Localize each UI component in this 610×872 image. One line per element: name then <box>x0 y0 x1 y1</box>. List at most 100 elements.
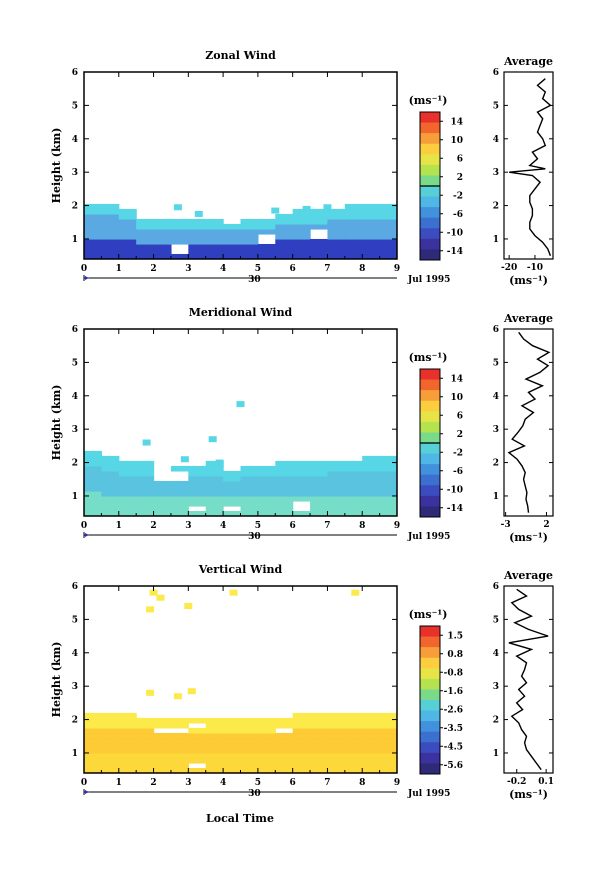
field-cell <box>362 228 381 235</box>
field-cell <box>84 480 102 487</box>
x-tick-label: 4 <box>220 521 226 531</box>
field-cell <box>240 238 259 245</box>
colorbar-label: -6 <box>453 467 463 477</box>
field-patch <box>146 606 155 613</box>
colorbar-band <box>420 485 440 497</box>
colorbar-label: 2 <box>457 430 463 440</box>
field-cell <box>327 213 346 220</box>
field-cell <box>344 717 363 724</box>
field-cell <box>84 752 102 759</box>
field-cell <box>101 485 120 492</box>
field-cell <box>136 767 155 773</box>
x-tick-label: 0 <box>81 778 87 788</box>
y-tick-label: 5 <box>72 615 78 625</box>
field-cell <box>205 465 224 472</box>
field-cell <box>310 238 329 245</box>
field-cell <box>344 722 363 729</box>
field-cell <box>101 737 120 744</box>
field-cell <box>327 470 346 477</box>
field-cell <box>136 722 155 729</box>
field-cell <box>84 213 102 220</box>
field-patch <box>194 210 203 217</box>
colorbar-band <box>420 474 440 486</box>
field-cell <box>344 253 363 259</box>
colorbar-band <box>420 400 440 412</box>
field-cell <box>118 767 137 773</box>
field-cell <box>327 767 346 773</box>
field-cell <box>205 238 224 245</box>
field-cell <box>205 762 224 769</box>
field-cell <box>362 248 381 255</box>
field-cell <box>188 490 207 497</box>
field-cell <box>275 248 294 255</box>
average-panel: Average 1 2 3 4 5 6 -0.2 0.1(ms⁻¹) <box>493 569 554 801</box>
field-cell <box>275 490 294 497</box>
colorbar-band <box>420 228 440 240</box>
average-y-tick-label: 4 <box>493 392 499 402</box>
field-cell <box>223 732 242 739</box>
colorbar-label: -10 <box>447 485 463 495</box>
field-cell <box>257 495 276 502</box>
field-cell <box>153 510 172 516</box>
panel-0: Zonal Wind 0 1 2 3 4 5 6 7 8 9 1 2 3 4 5 6 Height (km) 30 J… <box>50 49 554 287</box>
x-tick-label: 7 <box>324 264 330 274</box>
field-cell <box>379 495 397 502</box>
field-cell <box>101 248 120 255</box>
field-cell <box>379 767 397 773</box>
colorbar-label: -10 <box>447 228 463 238</box>
field-cell <box>362 722 381 729</box>
field-cell <box>118 757 137 764</box>
x-tick-label: 6 <box>290 778 296 788</box>
field-cell <box>327 712 346 719</box>
field-cell <box>136 465 155 472</box>
field-cell <box>379 752 397 759</box>
field-cell <box>223 470 242 477</box>
field-cell <box>223 228 242 235</box>
colorbar-band <box>420 752 440 764</box>
field-cell <box>153 505 172 512</box>
field-cell <box>170 490 189 497</box>
y-axis-label: Height (km) <box>50 128 63 204</box>
field-cell <box>257 223 276 230</box>
field-cell <box>240 752 259 759</box>
field-cell <box>153 762 172 769</box>
field-patch <box>173 693 182 700</box>
field-cell <box>257 752 276 759</box>
field-cell <box>118 228 137 235</box>
field-cell <box>101 455 120 462</box>
colorbar-band <box>420 721 440 733</box>
field-cell <box>344 480 363 487</box>
colorbar-label: -0.8 <box>444 668 463 678</box>
field-cell <box>275 757 294 764</box>
date-day: 30 <box>248 532 261 542</box>
field-cell <box>136 505 155 512</box>
field-cell <box>344 248 363 255</box>
average-x-tick-label: 2 <box>543 520 549 530</box>
field-cell <box>240 480 259 487</box>
field-cell <box>223 722 242 729</box>
field-cell <box>362 223 381 230</box>
field-cell <box>379 747 397 754</box>
field-cell <box>170 762 189 769</box>
y-tick-label: 2 <box>72 716 78 726</box>
colorbar-band <box>420 421 440 433</box>
field-cell <box>327 500 346 507</box>
average-y-tick-label: 3 <box>493 682 499 692</box>
colorbar-label: -14 <box>447 247 463 257</box>
field-cell <box>136 742 155 749</box>
field-cell <box>84 762 102 769</box>
field-cell <box>327 722 346 729</box>
field-cell <box>101 213 120 220</box>
field-cell <box>379 732 397 739</box>
field-cell <box>292 737 311 744</box>
y-tick-label: 5 <box>72 358 78 368</box>
colorbar-label: 10 <box>450 393 463 403</box>
field-cell <box>257 228 276 235</box>
field-cell <box>344 475 363 482</box>
y-tick-label: 2 <box>72 459 78 469</box>
field-cell <box>188 727 207 734</box>
field-cell <box>327 480 346 487</box>
field-cell <box>292 465 311 472</box>
field-cell <box>118 470 137 477</box>
field-cell <box>292 510 311 516</box>
